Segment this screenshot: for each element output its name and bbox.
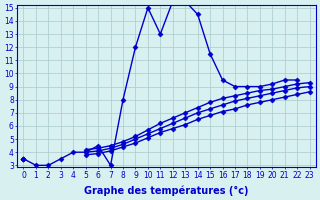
X-axis label: Graphe des températures (°c): Graphe des températures (°c) [84,185,249,196]
